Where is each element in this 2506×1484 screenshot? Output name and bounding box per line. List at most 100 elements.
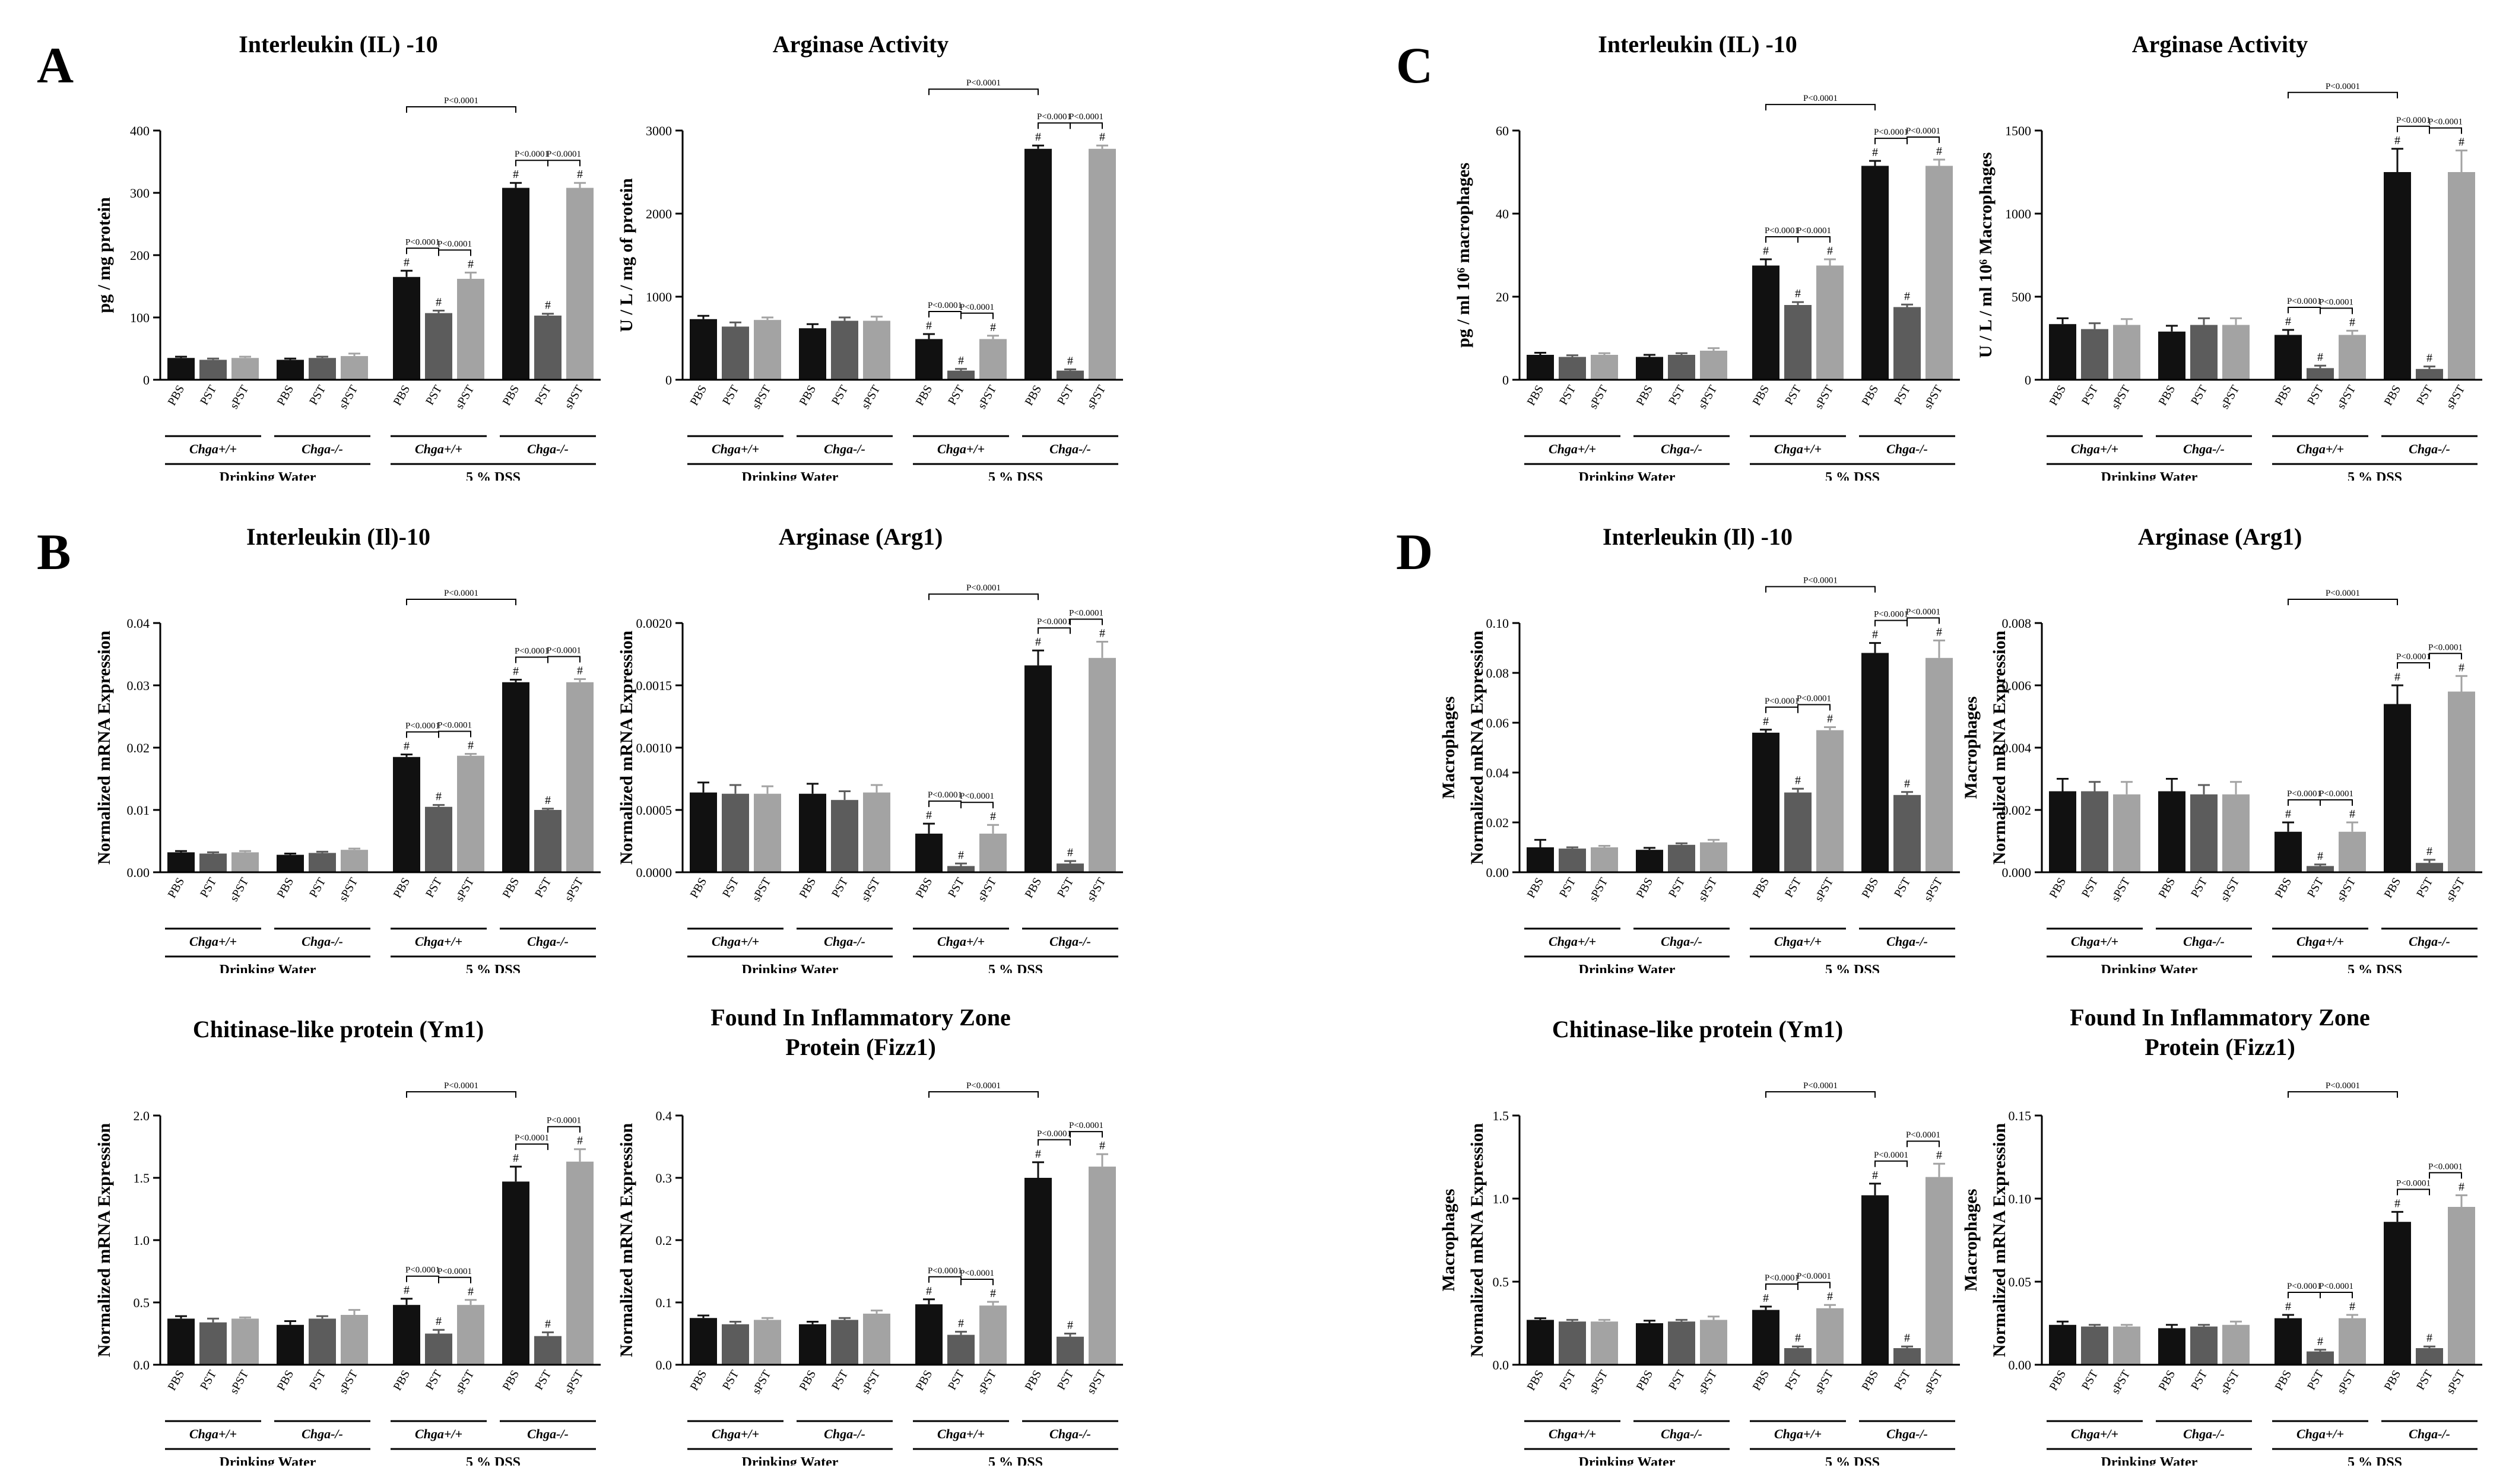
comparison-bracket	[1765, 104, 1876, 111]
bar	[979, 1305, 1007, 1365]
comparison-bracket	[406, 1091, 516, 1098]
p-value-label: P<0.0001	[1803, 576, 1838, 586]
bar-category-label: PST	[198, 383, 219, 408]
condition-label: Drinking Water	[742, 1455, 839, 1466]
y-axis-label: Macrophages	[1439, 697, 1458, 799]
bar-category-label: PST	[2188, 876, 2210, 900]
chart-title: Found In Inflammatory Zone Protein (Fizz…	[710, 1004, 1011, 1060]
genotype-label: Chga-/-	[1886, 441, 1928, 456]
significance-marker: #	[577, 168, 583, 181]
significance-marker: #	[1099, 1139, 1105, 1152]
panel-letter-c: C	[1396, 37, 1433, 94]
p-value-label: P<0.0001	[2326, 1081, 2360, 1091]
bar	[2049, 324, 2076, 380]
bar	[199, 853, 227, 872]
bar-category-label: sPST	[2444, 876, 2467, 904]
chart-title: Chitinase-like protein (Ym1)	[1552, 1016, 1844, 1043]
comparison-bracket	[1907, 136, 1940, 143]
bar	[799, 1324, 826, 1365]
bar	[1559, 357, 1586, 380]
comparison-bracket	[2288, 91, 2398, 98]
y-tick-label: 0	[665, 373, 672, 387]
p-value-label: P<0.0001	[444, 589, 478, 598]
bar	[831, 800, 858, 872]
bar-category-label: PBS	[1750, 1368, 1772, 1393]
bar-category-label: PST	[2188, 383, 2210, 408]
significance-marker: #	[1035, 131, 1041, 144]
bar-category-label: PST	[307, 1368, 328, 1393]
genotype-label: Chga+/+	[712, 441, 759, 456]
bar-category-label: PST	[1055, 1368, 1076, 1393]
chart-svg: 0.00 0.02 0.04 0.06 0.08 0.10 Macrophages Norma…	[1439, 576, 1960, 973]
genotype-label: Chga-/-	[1661, 934, 1702, 949]
chart-title: Interleukin (IL) -10	[1598, 31, 1797, 58]
comparison-bracket	[438, 249, 471, 256]
bar-category-label: PBS	[1524, 876, 1546, 901]
bar-category-label: sPST	[1812, 383, 1836, 412]
significance-marker: #	[2426, 1332, 2432, 1345]
comparison-bracket	[928, 1091, 1039, 1098]
bar-category-label: PBS	[2047, 383, 2069, 408]
p-value-label: P<0.0001	[2428, 643, 2463, 652]
genotype-label: Chga+/+	[415, 934, 462, 949]
y-tick-label: 0.10	[2009, 1191, 2032, 1206]
genotype-label: Chga+/+	[2296, 934, 2344, 949]
chart-svg: 0.000 0.002 0.004 0.006 0.008 Macrophages Norm…	[1961, 589, 2482, 973]
y-tick-label: 0.4	[656, 1108, 673, 1123]
genotype-label: Chga-/-	[2409, 1426, 2450, 1441]
bar-category-label: PST	[2414, 876, 2435, 900]
y-tick-label: 2000	[646, 206, 672, 221]
bar	[1861, 1195, 1889, 1365]
bar	[2049, 1324, 2076, 1365]
bar	[947, 370, 975, 380]
comparison-bracket	[515, 160, 548, 167]
p-value-label: P<0.0001	[2319, 789, 2353, 799]
bar-category-label: PBS	[2156, 1368, 2178, 1393]
bar-category-label: PST	[423, 876, 445, 900]
bar	[502, 1181, 529, 1365]
bar	[457, 755, 484, 872]
bar	[915, 339, 943, 380]
bar	[425, 806, 452, 872]
bar-category-label: PST	[198, 1368, 219, 1393]
bar-category-label: PBS	[1633, 1368, 1655, 1393]
significance-marker: #	[1763, 715, 1769, 728]
bar	[2275, 831, 2302, 872]
bar-category-label: PST	[2079, 383, 2101, 408]
bar-category-label: PBS	[1859, 1368, 1881, 1393]
y-tick-label: 0.5	[1493, 1275, 1509, 1289]
significance-marker: #	[1936, 625, 1942, 638]
genotype-label: Chga-/-	[824, 1426, 865, 1441]
bar	[1668, 844, 1695, 872]
significance-marker: #	[545, 794, 551, 807]
bar	[199, 360, 227, 380]
comparison-bracket	[406, 1275, 439, 1282]
p-value-label: P<0.0001	[928, 1266, 962, 1276]
bar	[947, 866, 975, 872]
bar-category-label: PBS	[500, 1368, 522, 1393]
y-tick-label: 0.04	[1486, 765, 1509, 780]
significance-marker: #	[2459, 136, 2464, 149]
p-value-label: P<0.0001	[1765, 1273, 1799, 1283]
bar-category-label: sPST	[1084, 383, 1108, 412]
bar	[309, 853, 336, 872]
p-value-label: P<0.0001	[960, 792, 994, 801]
significance-marker: #	[2394, 134, 2400, 147]
p-value-label: P<0.0001	[444, 1081, 478, 1091]
genotype-label: Chga-/-	[1049, 441, 1091, 456]
bar-category-label: PST	[2414, 1368, 2435, 1393]
y-tick-label: 0.02	[127, 741, 150, 755]
comparison-bracket	[2320, 1292, 2353, 1298]
bar	[1926, 1177, 1953, 1365]
bar-category-label: PST	[307, 876, 328, 900]
significance-marker: #	[436, 790, 442, 803]
y-axis-label: Normalized mRNA Expression	[617, 1123, 636, 1357]
y-tick-label: 100	[130, 310, 150, 325]
bar-category-label: sPST	[2218, 383, 2242, 412]
condition-label: 5 % DSS	[1825, 1455, 1880, 1466]
y-axis-label: Macrophages	[1439, 1189, 1458, 1292]
y-tick-label: 0.05	[2009, 1275, 2032, 1289]
genotype-label: Chga-/-	[1049, 934, 1091, 949]
bar-category-label: PST	[1557, 383, 1578, 408]
p-value-label: P<0.0001	[444, 96, 478, 106]
